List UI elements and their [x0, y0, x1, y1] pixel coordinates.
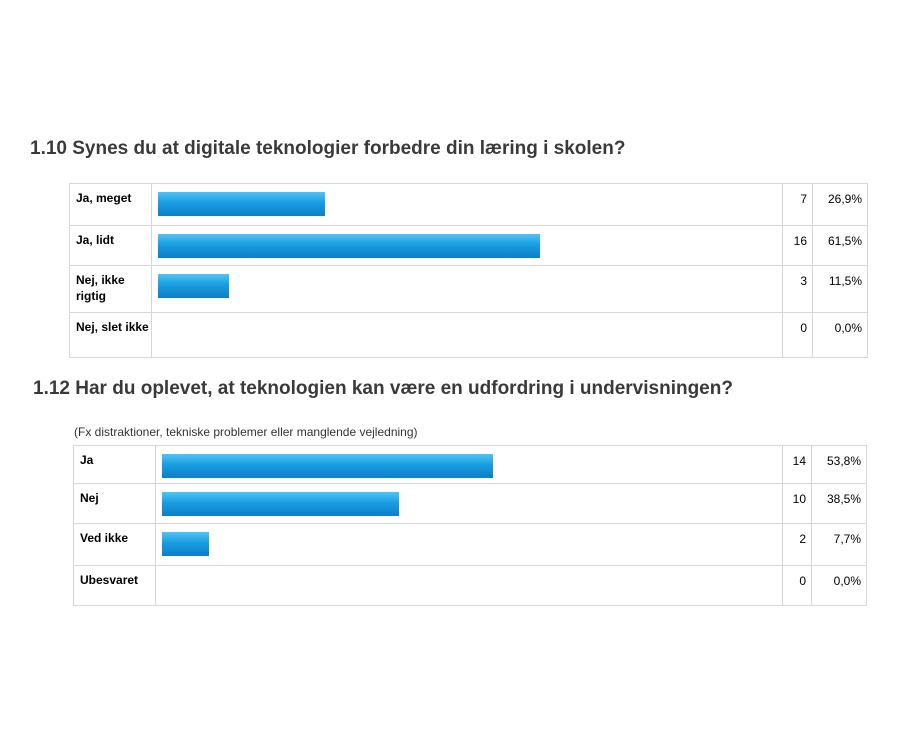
answer-label: Nej, ikke rigtig — [69, 265, 152, 313]
answer-percent: 7,7% — [811, 523, 867, 566]
answer-row: Nej, ikke rigtig 3 11,5% — [69, 265, 868, 313]
answer-row: Ubesvaret 0 0,0% — [73, 565, 867, 606]
answer-row: Ja, lidt 16 61,5% — [69, 225, 868, 266]
answer-label: Ja — [73, 445, 156, 484]
answer-percent: 38,5% — [811, 483, 867, 524]
answer-percent: 11,5% — [812, 265, 868, 313]
answer-count: 2 — [782, 523, 812, 566]
question-1-12-title: 1.12 Har du oplevet, at teknologien kan … — [33, 378, 733, 399]
answer-bar — [158, 192, 325, 216]
answer-label: Ja, lidt — [69, 225, 152, 266]
answer-label: Ubesvaret — [73, 565, 156, 606]
answer-row: Nej 10 38,5% — [73, 483, 867, 524]
answer-count: 0 — [782, 565, 812, 606]
answer-count: 0 — [782, 312, 813, 358]
bar-cell — [151, 225, 783, 266]
answer-count: 10 — [782, 483, 812, 524]
bar-cell — [151, 312, 783, 358]
answer-bar — [158, 234, 540, 258]
question-1-10-title: 1.10 Synes du at digitale teknologier fo… — [30, 138, 626, 159]
answer-bar — [158, 274, 229, 298]
answer-label: Nej, slet ikke — [69, 312, 152, 358]
answer-count: 7 — [782, 183, 813, 226]
answer-count: 16 — [782, 225, 813, 266]
answer-row: Ja 14 53,8% — [73, 445, 867, 484]
answer-row: Ja, meget 7 26,9% — [69, 183, 868, 226]
answer-label: Ved ikke — [73, 523, 156, 566]
question-1-12-subtitle: (Fx distraktioner, tekniske problemer el… — [74, 425, 418, 439]
answer-percent: 53,8% — [811, 445, 867, 484]
answer-count: 3 — [782, 265, 813, 313]
answer-row: Nej, slet ikke 0 0,0% — [69, 312, 868, 358]
bar-cell — [155, 483, 783, 524]
answer-percent: 0,0% — [811, 565, 867, 606]
bar-cell — [155, 523, 783, 566]
question-1-10-table: Ja, meget 7 26,9% Ja, lidt 16 61,5% Nej, ikke … — [69, 183, 868, 358]
answer-percent: 61,5% — [812, 225, 868, 266]
bar-cell — [155, 445, 783, 484]
bar-cell — [151, 183, 783, 226]
answer-percent: 0,0% — [812, 312, 868, 358]
question-1-12-table: Ja 14 53,8% Nej 10 38,5% Ved ikke 2 7,7% Ubesvare… — [73, 445, 867, 606]
answer-percent: 26,9% — [812, 183, 868, 226]
answer-bar — [162, 454, 493, 478]
bar-cell — [155, 565, 783, 606]
answer-bar — [162, 532, 209, 556]
answer-label: Ja, meget — [69, 183, 152, 226]
answer-row: Ved ikke 2 7,7% — [73, 523, 867, 566]
bar-cell — [151, 265, 783, 313]
answer-bar — [162, 492, 399, 516]
answer-label: Nej — [73, 483, 156, 524]
answer-count: 14 — [782, 445, 812, 484]
